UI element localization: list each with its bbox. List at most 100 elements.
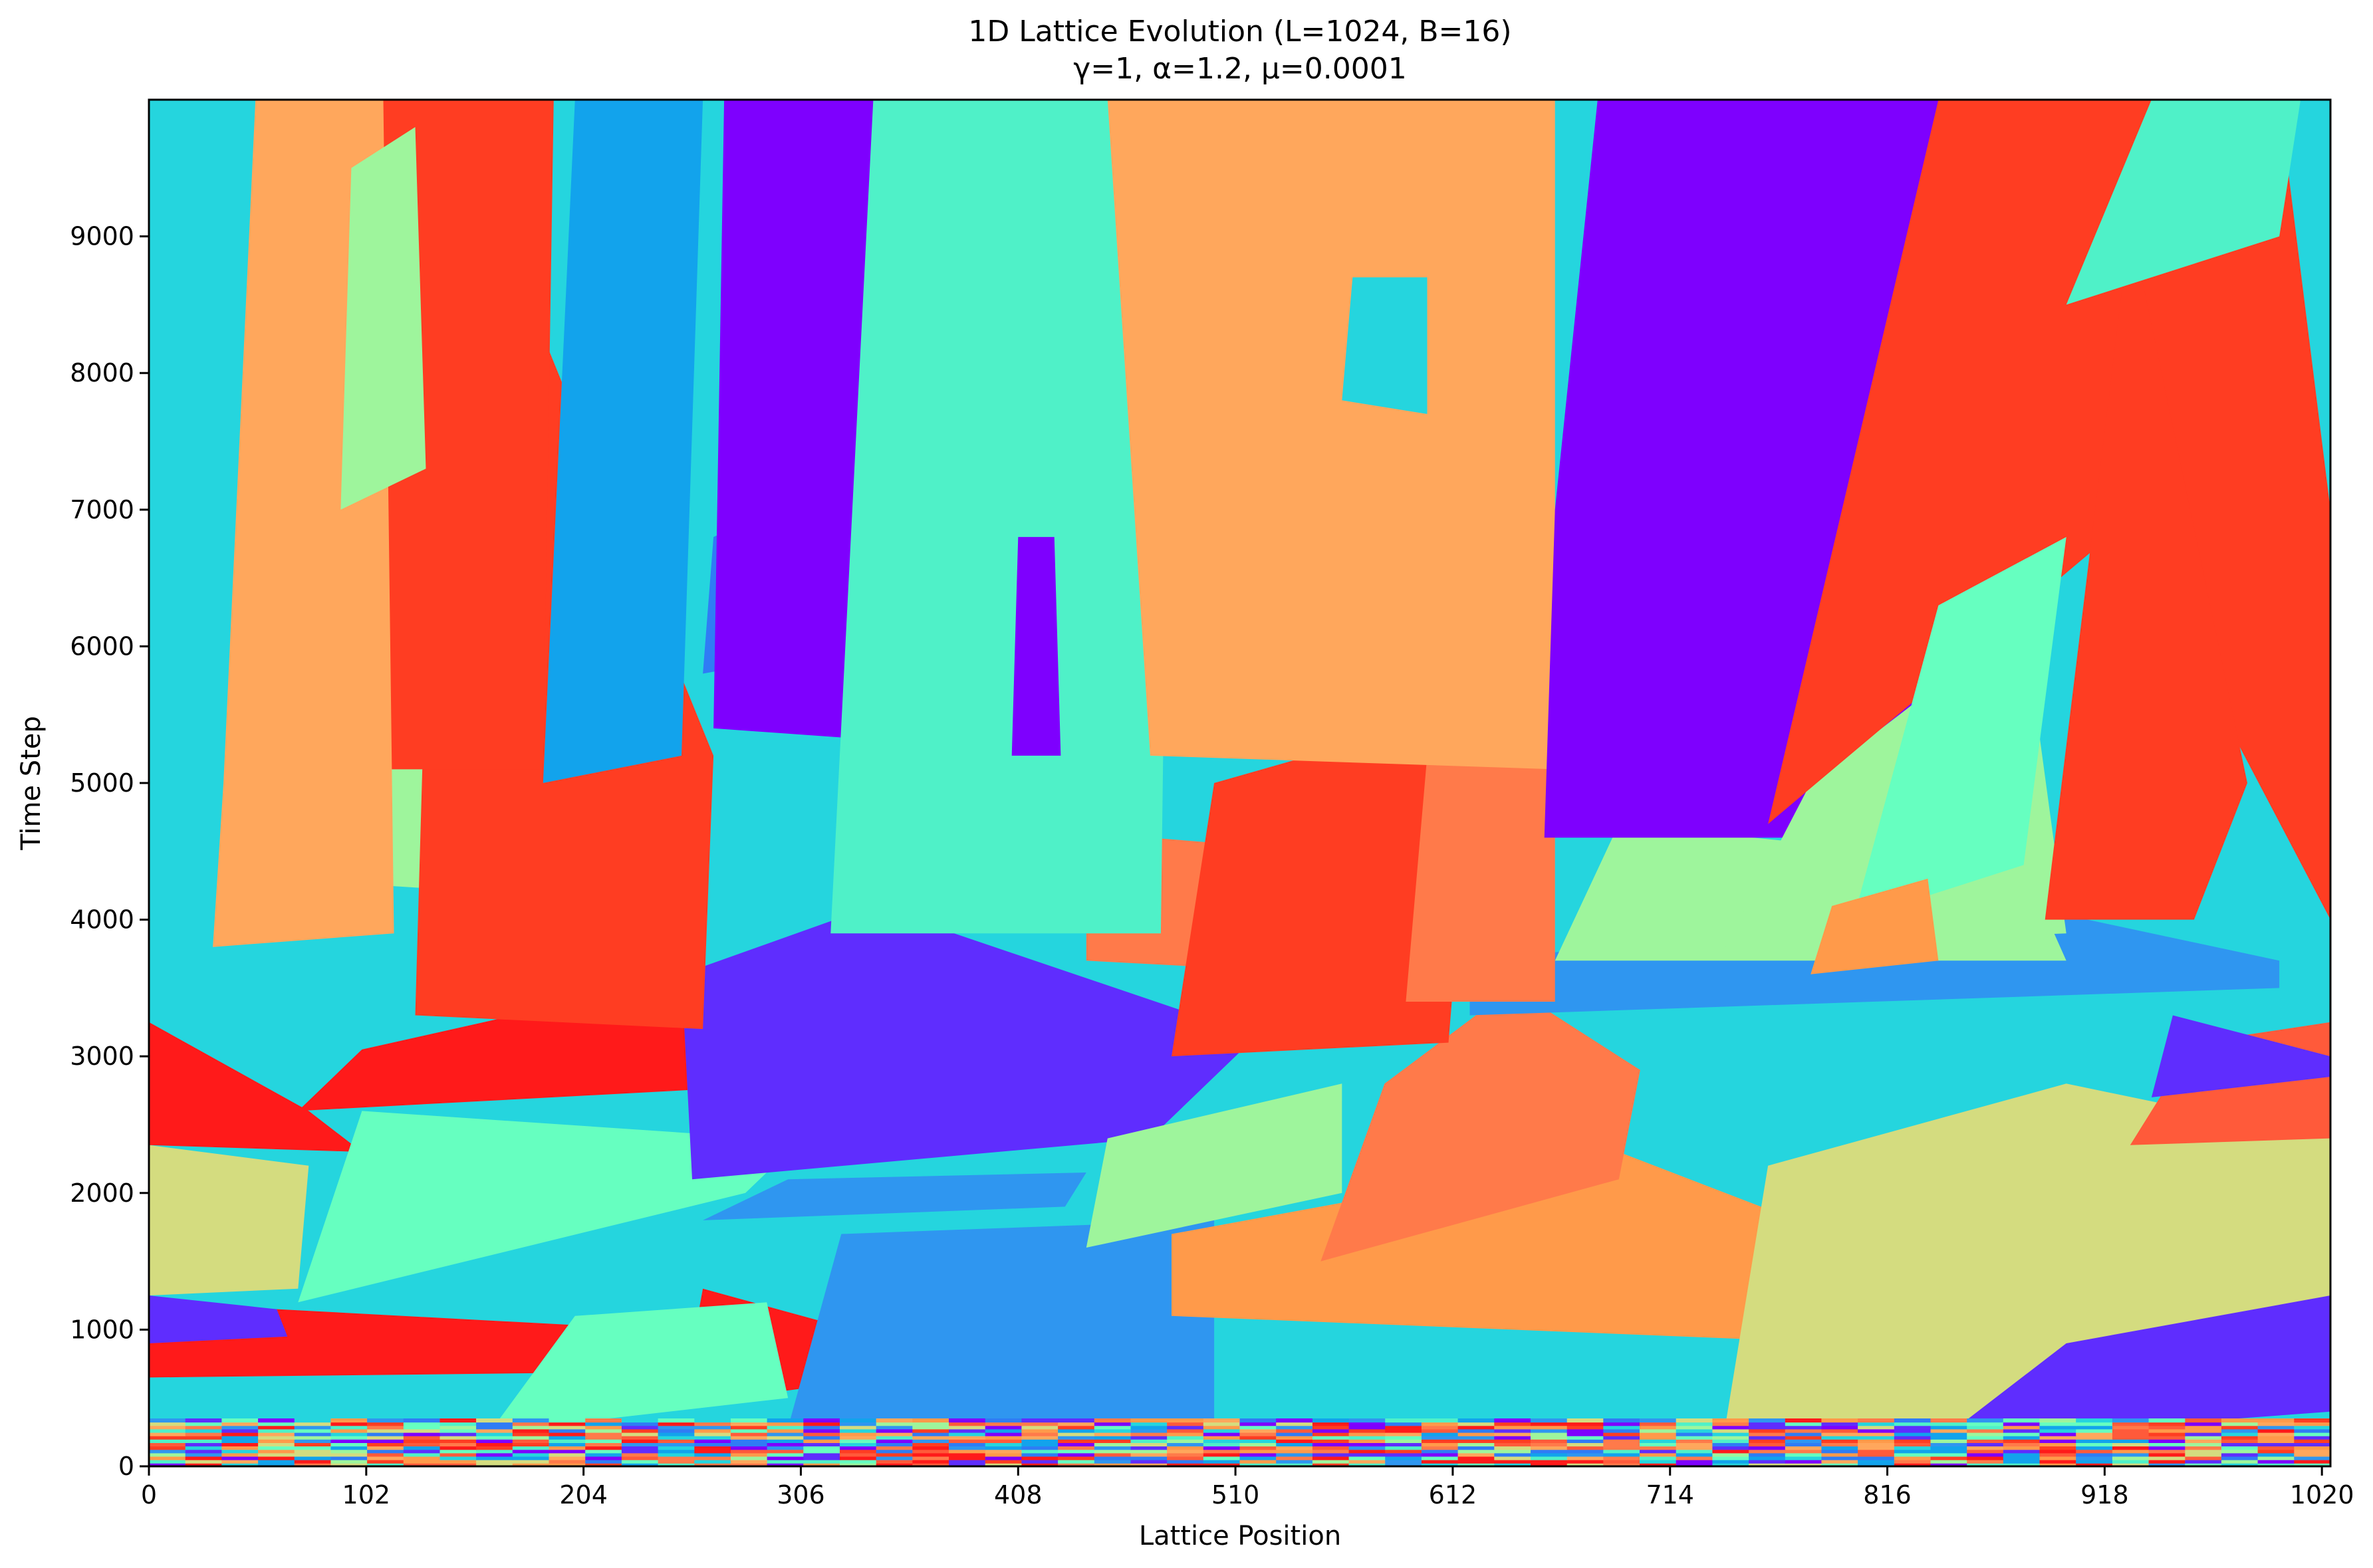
noise-cell xyxy=(2076,1438,2113,1443)
noise-cell xyxy=(1676,1428,1713,1433)
noise-cell xyxy=(2185,1432,2222,1436)
x-tick-label: 816 xyxy=(1863,1480,1912,1510)
y-tick-label: 5000 xyxy=(70,768,134,798)
noise-cell xyxy=(2112,1418,2150,1423)
noise-cell xyxy=(403,1428,441,1433)
noise-cell xyxy=(1421,1428,1459,1433)
noise-cell xyxy=(2039,1425,2077,1430)
noise-cell xyxy=(2003,1422,2041,1426)
noise-cell xyxy=(1058,1442,1095,1447)
noise-cell xyxy=(1348,1462,1386,1466)
noise-cell xyxy=(2076,1432,2113,1436)
noise-cell xyxy=(1058,1462,1095,1466)
noise-cell xyxy=(1276,1435,1313,1440)
noise-cell xyxy=(258,1459,295,1464)
noise-cell xyxy=(549,1442,586,1447)
noise-cell xyxy=(294,1418,332,1423)
noise-cell xyxy=(149,1432,186,1436)
noise-cell xyxy=(1531,1459,1568,1464)
noise-cell xyxy=(149,1422,186,1426)
state-domain xyxy=(682,906,1257,1180)
noise-cell xyxy=(439,1418,477,1423)
noise-cell xyxy=(2257,1418,2295,1423)
noise-cell xyxy=(2185,1442,2222,1447)
noise-cell xyxy=(1312,1456,1350,1460)
noise-cell xyxy=(1712,1452,1750,1457)
noise-cell xyxy=(2112,1435,2150,1440)
noise-cell xyxy=(1421,1425,1459,1430)
noise-cell xyxy=(2003,1452,2041,1457)
noise-cell xyxy=(1312,1438,1350,1443)
noise-cell xyxy=(512,1459,550,1464)
noise-cell xyxy=(694,1459,731,1464)
noise-cell xyxy=(1021,1425,1059,1430)
noise-cell xyxy=(1930,1456,1968,1460)
noise-cell xyxy=(1603,1456,1640,1460)
y-tick-label: 9000 xyxy=(70,222,134,251)
noise-cell xyxy=(2003,1435,2041,1440)
noise-cell xyxy=(221,1462,259,1466)
noise-cell xyxy=(1094,1446,1132,1450)
noise-cell xyxy=(621,1435,659,1440)
noise-cell xyxy=(912,1462,949,1466)
noise-cell xyxy=(330,1452,368,1457)
noise-cell xyxy=(840,1459,877,1464)
noise-cell xyxy=(1930,1462,1968,1466)
noise-cell xyxy=(1858,1418,1895,1423)
noise-cell xyxy=(1749,1449,1786,1454)
noise-cell xyxy=(1239,1418,1277,1423)
noise-cell xyxy=(512,1456,550,1460)
noise-cell xyxy=(803,1432,840,1436)
noise-cell xyxy=(1385,1425,1422,1430)
noise-cell xyxy=(876,1452,914,1457)
noise-cell xyxy=(876,1435,914,1440)
noise-cell xyxy=(1239,1459,1277,1464)
noise-cell xyxy=(1457,1422,1495,1426)
noise-cell xyxy=(2221,1425,2259,1430)
noise-cell xyxy=(1785,1456,1822,1460)
noise-cell xyxy=(2221,1449,2259,1454)
noise-cell xyxy=(1676,1442,1713,1447)
noise-cell xyxy=(949,1456,986,1460)
noise-cell xyxy=(2112,1432,2150,1436)
noise-cell xyxy=(1676,1456,1713,1460)
noise-cell xyxy=(2148,1438,2186,1443)
noise-cell xyxy=(1858,1462,1895,1466)
noise-cell xyxy=(1457,1438,1495,1443)
noise-cell xyxy=(2294,1422,2330,1426)
noise-cell xyxy=(1167,1428,1204,1433)
noise-cell xyxy=(658,1446,695,1450)
noise-cell xyxy=(1276,1459,1313,1464)
noise-cell xyxy=(1566,1462,1604,1466)
noise-cell xyxy=(1276,1462,1313,1466)
noise-cell xyxy=(658,1462,695,1466)
noise-cell xyxy=(1566,1432,1604,1436)
noise-cell xyxy=(512,1428,550,1433)
noise-cell xyxy=(2076,1422,2113,1426)
noise-cell xyxy=(949,1432,986,1436)
noise-cell xyxy=(330,1418,368,1423)
noise-cell xyxy=(1640,1422,1677,1426)
noise-cell xyxy=(1058,1428,1095,1433)
noise-cell xyxy=(1494,1422,1531,1426)
noise-cell xyxy=(912,1418,949,1423)
noise-cell xyxy=(1930,1459,1968,1464)
noise-cell xyxy=(1203,1418,1241,1423)
noise-cell xyxy=(767,1435,805,1440)
noise-cell xyxy=(2148,1442,2186,1447)
noise-cell xyxy=(585,1462,622,1466)
noise-cell xyxy=(1312,1432,1350,1436)
noise-cell xyxy=(149,1456,186,1460)
noise-cell xyxy=(185,1425,223,1430)
noise-cell xyxy=(258,1449,295,1454)
noise-cell xyxy=(1385,1428,1422,1433)
noise-cell xyxy=(1894,1432,1932,1436)
noise-cell xyxy=(476,1442,513,1447)
noise-cell xyxy=(2257,1456,2295,1460)
y-tick-label: 3000 xyxy=(70,1042,134,1071)
noise-cell xyxy=(1130,1456,1168,1460)
noise-cell xyxy=(1894,1462,1932,1466)
chart-subtitle: γ=1, α=1.2, μ=0.0001 xyxy=(1073,52,1407,86)
noise-cell xyxy=(1494,1459,1531,1464)
noise-cell xyxy=(1348,1422,1386,1426)
